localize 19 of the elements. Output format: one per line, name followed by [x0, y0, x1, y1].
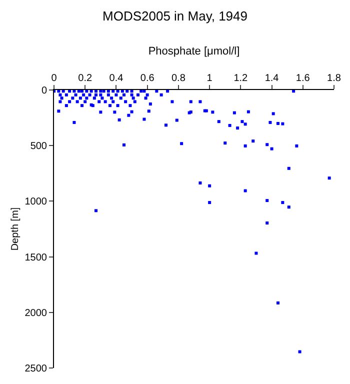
x-tick-label: 1.2: [234, 73, 248, 84]
x-axis-title: Phosphate [μmol/l]: [148, 46, 240, 58]
y-tick-label: 0: [41, 86, 48, 96]
y-tick-label: 500: [30, 141, 48, 152]
x-tick-label: 1.8: [327, 73, 342, 84]
x-tick-label: 0.4: [109, 73, 124, 84]
x-tick-label: 0: [51, 73, 58, 84]
x-tick-label: 0.8: [171, 73, 186, 84]
y-tick-label: 2000: [24, 308, 48, 319]
x-tick-label: 1: [206, 73, 213, 84]
y-tick-label: 1500: [24, 252, 48, 264]
x-tick-label: 0.6: [140, 73, 155, 84]
y-axis-title: Depth [m]: [10, 207, 21, 251]
y-tick-label: 2500: [24, 364, 48, 374]
x-tick-label: 1.6: [296, 73, 310, 84]
y-tick-label: 1000: [24, 196, 48, 208]
chart-title: MODS2005 in May, 1949: [102, 8, 248, 24]
x-tick-label: 1.4: [264, 73, 280, 84]
x-tick-label: 0.2: [78, 73, 92, 84]
